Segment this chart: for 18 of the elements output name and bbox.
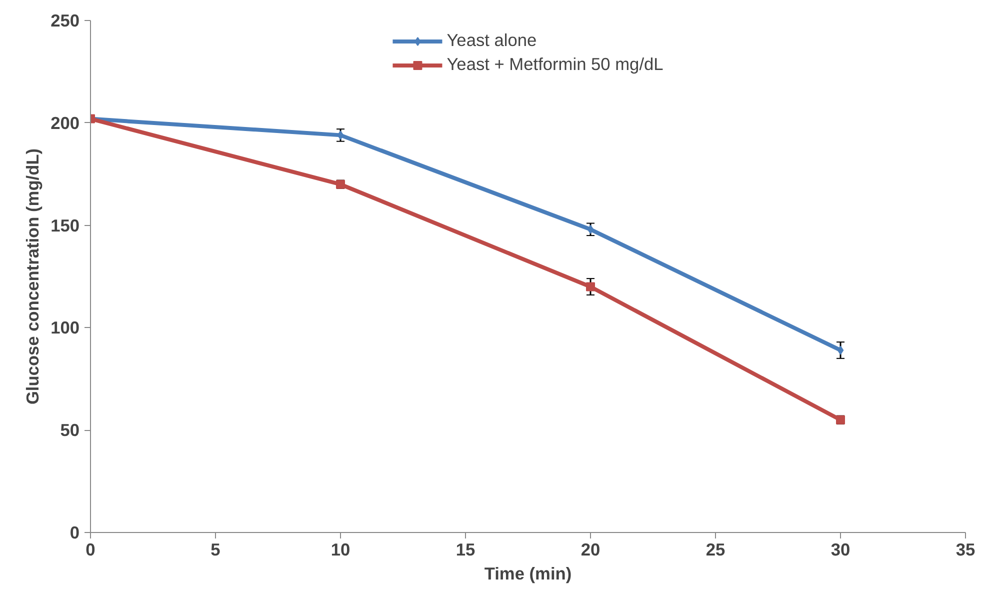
- y-tick-label: 100: [50, 318, 80, 338]
- y-axis-title: Glucose concentration (mg/dL): [22, 148, 43, 405]
- legend-label: Yeast + Metformin 50 mg/dL: [446, 54, 664, 75]
- y-tick-label: 200: [50, 112, 80, 133]
- y-tick-label: 150: [50, 215, 80, 236]
- x-axis-title: Time (min): [484, 564, 572, 584]
- x-tick-label: 5: [210, 540, 221, 560]
- x-tick-label: 15: [456, 540, 476, 560]
- y-tick-label: 0: [70, 522, 80, 542]
- y-tick-label: 50: [60, 420, 80, 440]
- legend-label: Yeast alone: [446, 30, 537, 51]
- x-tick-label: 10: [330, 540, 350, 560]
- y-tick-label: 250: [50, 10, 80, 30]
- x-tick-label: 25: [706, 540, 726, 560]
- x-tick-label: 0: [86, 540, 96, 560]
- x-tick-label: 30: [830, 540, 850, 560]
- x-tick-label: 20: [580, 540, 600, 560]
- x-tick-label: 35: [956, 540, 976, 560]
